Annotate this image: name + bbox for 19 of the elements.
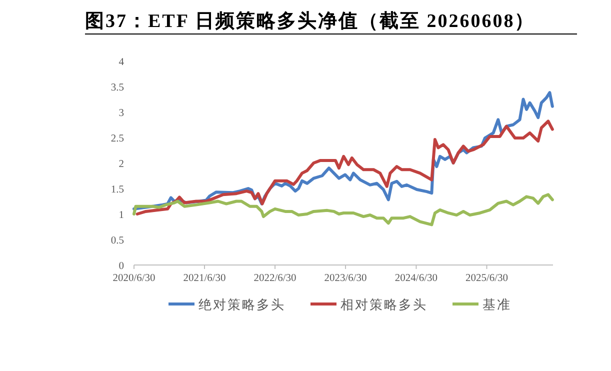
x-tick-label: 2025/6/30 (465, 273, 508, 284)
x-tick-label: 2022/6/30 (254, 273, 296, 284)
y-tick-label: 0 (118, 261, 124, 272)
y-tick-label: 1.5 (110, 184, 124, 196)
legend-label: 绝对策略多头 (198, 297, 286, 312)
x-tick-label: 2024/6/30 (394, 273, 438, 284)
y-tick-label: 3 (118, 108, 124, 119)
chart-title: 图37：ETF 日频策略多头净值（截至 20260608） (85, 10, 536, 32)
y-tick-label: 0.5 (110, 236, 124, 246)
y-tick-label: 1 (118, 210, 124, 221)
x-tick-label: 2021/6/30 (183, 273, 226, 284)
y-tick-label: 2 (118, 159, 124, 170)
y-tick-label: 4 (118, 57, 125, 68)
y-tick-label: 3.5 (110, 82, 124, 94)
legend-label: 基准 (482, 297, 512, 312)
legend-label: 相对策略多头 (340, 297, 428, 312)
x-tick-label: 2023/6/30 (324, 273, 367, 284)
y-tick-label: 2.5 (110, 134, 124, 144)
x-tick-label: 2020/6/30 (112, 273, 156, 284)
